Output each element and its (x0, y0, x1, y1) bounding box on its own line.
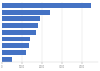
Bar (2, 16, 40, 21)
Bar (2, 3, 91, 8)
Bar (2, 23, 38, 28)
Bar (2, 30, 36, 35)
Bar (2, 37, 30, 41)
Bar (2, 57, 12, 62)
Bar (2, 10, 50, 15)
Bar (2, 43, 29, 48)
Bar (2, 50, 26, 55)
